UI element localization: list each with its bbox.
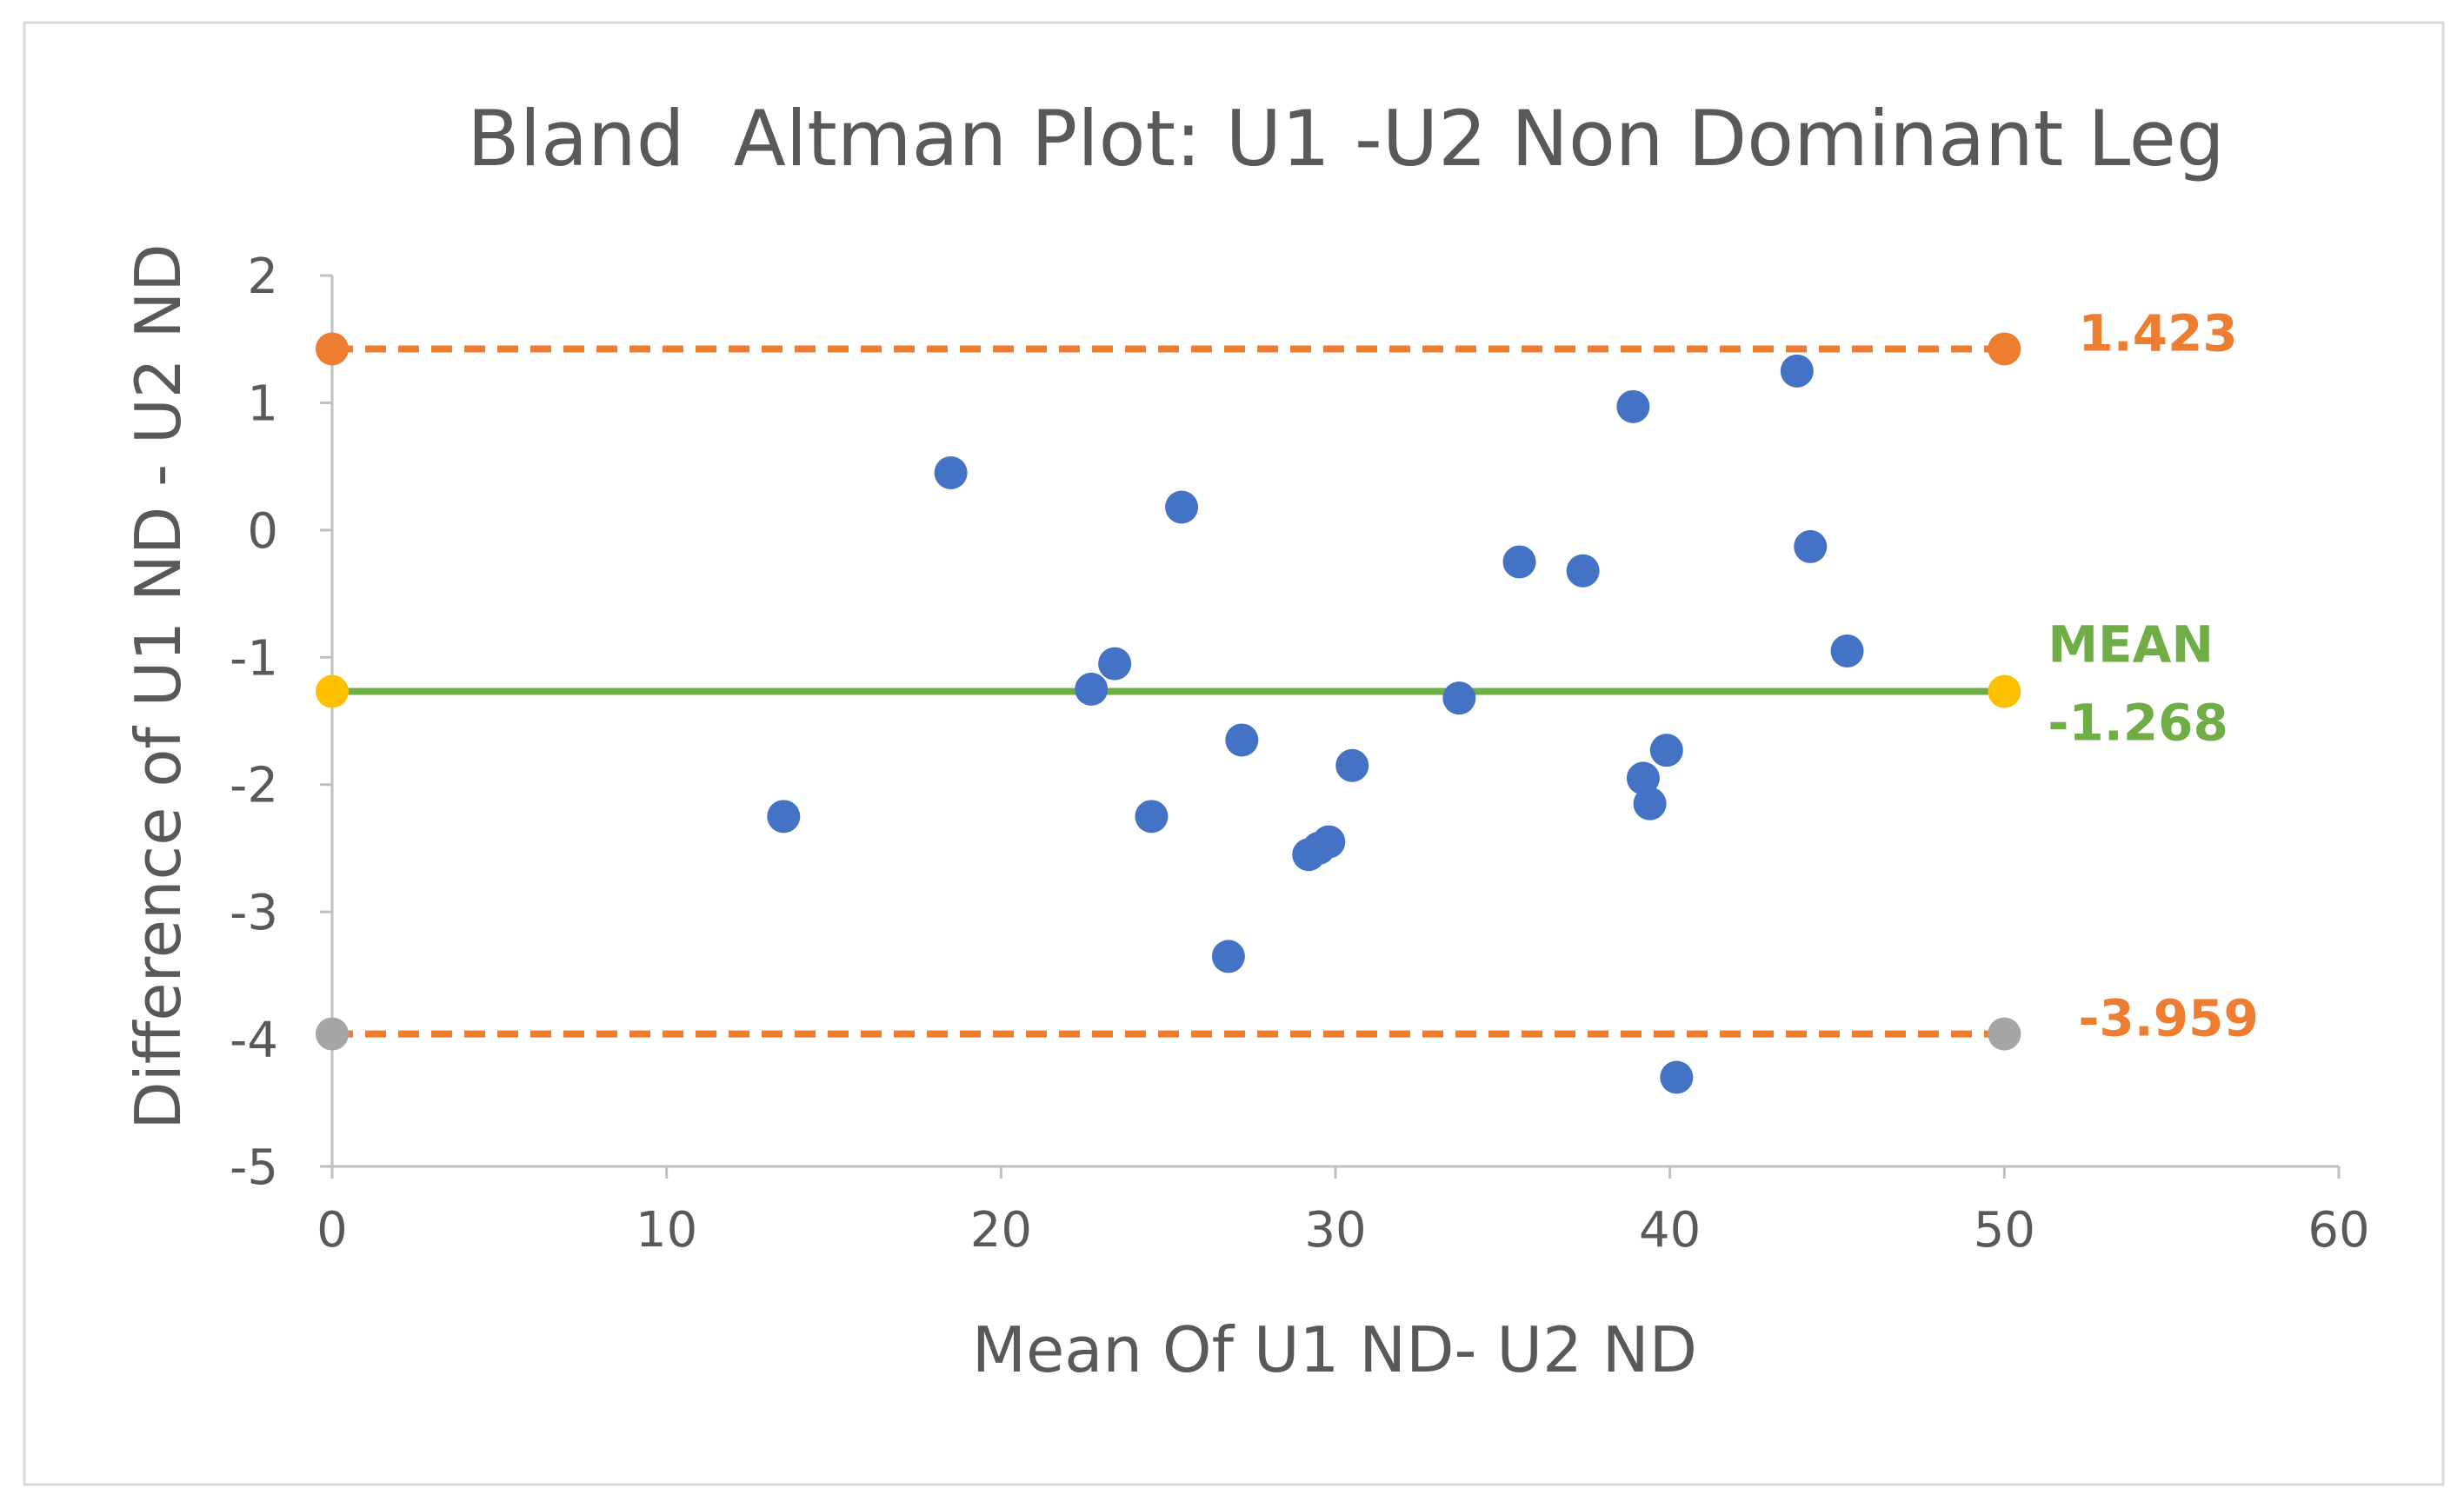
data-point	[1626, 761, 1660, 795]
data-point	[1075, 672, 1109, 706]
y-tick-label: 0	[247, 503, 278, 560]
x-tick-label: 10	[636, 1202, 697, 1259]
lower-end-marker	[1988, 1017, 2021, 1051]
y-tick-label: 1	[247, 375, 278, 432]
x-tick-label: 20	[970, 1202, 1032, 1259]
mean-title-label: MEAN	[2048, 615, 2214, 674]
data-point	[1335, 748, 1369, 782]
chart-title: Bland Altman Plot: U1 -U2 Non Dominant L…	[467, 94, 2224, 183]
data-point	[1616, 389, 1650, 423]
y-tick-label: 2	[247, 249, 278, 305]
data-point	[1165, 490, 1199, 524]
x-tick-label: 30	[1304, 1202, 1366, 1259]
data-point	[1312, 825, 1346, 859]
data-point	[1225, 723, 1259, 757]
x-tick-label: 60	[2308, 1202, 2369, 1259]
lower-start-marker	[316, 1017, 349, 1051]
y-tick-label: -3	[230, 885, 278, 941]
y-tick-label: -2	[230, 758, 278, 814]
data-point	[1502, 545, 1536, 579]
data-point	[1566, 554, 1600, 588]
data-point	[1135, 800, 1169, 834]
y-tick-label: -4	[230, 1013, 278, 1069]
data-point	[1442, 681, 1476, 715]
y-axis-title: Difference of U1 ND - U2 ND	[122, 243, 195, 1130]
mean-start-marker	[316, 674, 349, 708]
y-tick-label: -5	[230, 1139, 278, 1196]
x-tick-label: 40	[1639, 1202, 1701, 1259]
x-axis-title: Mean Of U1 ND- U2 ND	[972, 1313, 1697, 1386]
mean-end-marker	[1988, 674, 2021, 708]
mean-value-label: -1.268	[2048, 694, 2228, 753]
upper-start-marker	[316, 332, 349, 366]
data-point	[1633, 787, 1667, 820]
data-point	[767, 800, 801, 834]
x-tick-label: 50	[1974, 1202, 2035, 1259]
lower-value-label: -3.959	[2078, 989, 2259, 1048]
data-point	[1649, 734, 1683, 767]
data-point	[1794, 529, 1828, 563]
data-point	[1660, 1060, 1694, 1094]
x-tick-label: 0	[316, 1202, 348, 1259]
data-point	[1780, 354, 1814, 388]
data-point	[934, 455, 968, 489]
data-point	[1098, 647, 1132, 681]
upper-end-marker	[1988, 332, 2021, 366]
data-point	[1830, 634, 1864, 668]
y-tick-label: -1	[230, 630, 278, 687]
data-point	[1211, 940, 1245, 973]
data-points	[767, 354, 1864, 1094]
upper-value-label: 1.423	[2078, 303, 2237, 362]
reference-lines: 1.423 MEAN -1.268 -3.959	[316, 303, 2259, 1051]
